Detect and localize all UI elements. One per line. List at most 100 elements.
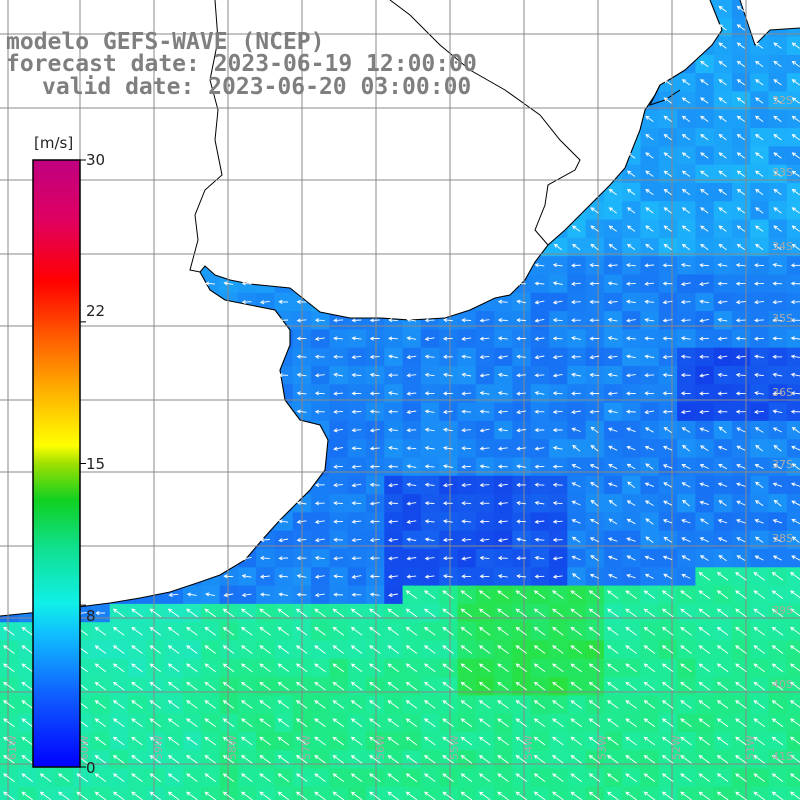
wind-arrow [736,5,746,13]
wind-arrow [736,427,746,433]
wind-arrow [388,373,398,378]
wind-arrow [241,736,253,746]
wind-arrow [716,663,729,673]
wind-arrow [350,755,363,764]
wind-arrow [590,243,599,251]
wind-arrow [681,115,691,122]
wind-arrow [552,445,563,451]
wind-arrow [736,243,746,251]
wind-arrow [790,336,800,341]
wind-arrow [369,372,380,377]
wind-arrow [460,718,473,728]
wind-arrow [388,574,398,579]
wind-arrow [388,483,398,488]
wind-arrow [167,681,180,691]
wind-arrow [552,556,563,561]
wind-arrow [607,718,619,728]
wind-arrow [625,626,637,636]
wind-arrow [497,590,509,599]
wind-arrow [571,391,581,396]
wind-arrow [424,501,435,506]
wind-arrow [295,736,308,746]
wind-arrow [534,482,545,487]
wind-arrow [661,645,674,654]
wind-arrow [277,773,290,782]
wind-arrow [736,134,746,141]
wind-arrow [515,718,528,728]
wind-arrow [626,500,636,506]
wind-arrow [204,700,216,709]
wind-arrow [515,626,528,636]
wind-arrow [755,5,764,13]
wind-arrow [644,410,655,415]
wind-arrow [735,590,747,599]
wind-arrow [771,572,784,581]
wind-arrow [626,427,636,433]
wind-arrow [442,773,454,782]
wind-arrow [112,755,125,764]
colorbar [32,159,86,768]
wind-arrow [735,645,747,654]
wind-arrow [461,318,472,323]
wind-arrow [735,572,747,581]
wind-arrow [644,373,655,378]
wind-arrow [278,592,289,597]
wind-arrow [570,718,582,728]
wind-arrow [332,755,345,764]
wind-arrow [589,409,600,414]
wind-arrow [516,281,527,286]
wind-arrow [405,755,418,764]
wind-arrow [663,243,672,251]
wind-arrow [461,428,472,433]
title-model: modelo GEFS-WAVE (NCEP) [6,29,325,55]
wind-arrow [607,317,618,322]
wind-arrow [698,755,711,764]
wind-arrow [479,318,490,323]
wind-arrow [755,115,764,122]
wind-arrow [442,608,454,618]
wind-arrow [460,773,473,782]
wind-arrow [222,645,235,654]
wind-arrow [442,317,453,323]
wind-arrow [626,207,636,214]
wind-arrow [735,300,746,305]
wind-arrow [736,60,746,68]
wind-arrow [58,791,70,800]
wind-arrow [607,355,618,360]
wind-arrow [552,645,564,654]
wind-arrow [700,115,709,122]
field-cell [750,786,770,800]
wind-arrow [626,445,636,451]
wind-arrow [534,318,545,323]
wind-arrow [589,299,600,304]
wind-arrow [277,718,290,728]
wind-arrow [149,626,162,636]
field-cell [475,786,495,800]
wind-arrow [772,427,782,433]
wind-arrow [497,391,508,396]
wind-arrow [149,755,162,764]
wind-arrow [662,300,673,305]
wind-arrow [277,755,290,764]
wind-arrow [753,626,765,636]
wind-arrow [663,134,672,141]
wind-arrow [442,645,454,654]
wind-arrow [533,608,546,618]
wind-arrow [661,663,674,673]
wind-arrow [755,24,764,31]
wind-arrow [717,445,728,451]
wind-arrow [698,626,711,636]
wind-arrow [461,354,472,359]
wind-arrow [589,391,600,396]
wind-arrow [222,626,235,636]
wind-arrow [570,645,582,654]
field-cell [256,786,275,800]
wind-arrow [461,483,472,488]
wind-arrow [241,718,253,728]
wind-arrow [478,645,491,654]
field-cell [512,786,532,800]
wind-arrow [698,700,711,709]
wind-arrow [753,608,765,618]
wind-arrow [333,391,344,396]
wind-arrow [754,263,764,268]
